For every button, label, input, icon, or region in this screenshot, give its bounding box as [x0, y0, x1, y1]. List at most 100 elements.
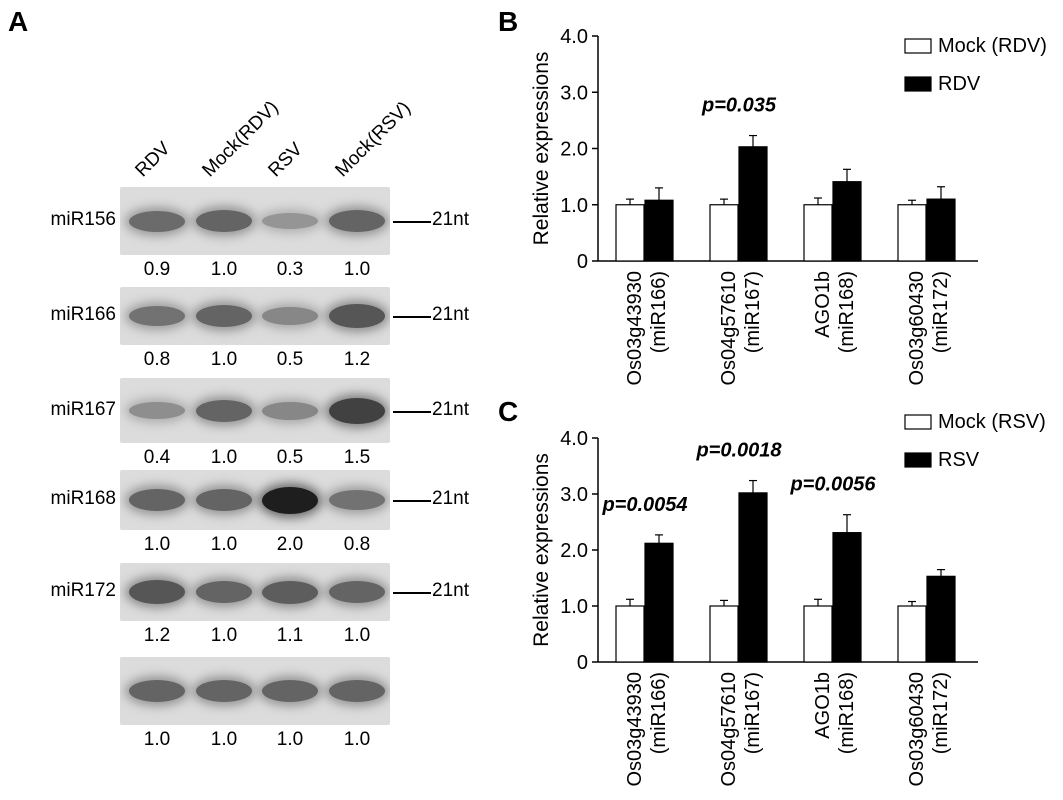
- blot-strip: [120, 378, 390, 443]
- y-tick-label: 1.0: [560, 596, 588, 618]
- size-marker-label: 21nt: [432, 488, 469, 509]
- y-tick-label: 4.0: [560, 26, 588, 48]
- legend-swatch: [904, 414, 932, 430]
- legend-label: RSV: [938, 449, 980, 471]
- y-axis-label: Relative expressions: [530, 52, 553, 246]
- blot-band: [196, 210, 252, 232]
- bar-virus: [738, 492, 768, 663]
- band-quantification: 1.0: [276, 729, 304, 750]
- bar-virus: [832, 532, 862, 663]
- category-label: (miR166): [648, 672, 670, 754]
- band-quantification: 1.5: [343, 447, 371, 468]
- category-label: (miR168): [836, 271, 858, 353]
- bar-virus: [644, 199, 674, 262]
- band-quantification: 1.0: [343, 729, 371, 750]
- category-label: (miR172): [930, 271, 952, 353]
- size-marker-label: 21nt: [432, 209, 469, 230]
- lane-label: Mock(RSV): [331, 97, 415, 182]
- size-marker-line: [393, 221, 431, 223]
- panel-b-label: B: [498, 6, 519, 37]
- category-label: AGO1b: [812, 672, 834, 739]
- band-quantification: 2.0: [276, 534, 304, 555]
- category-label: (miR172): [930, 672, 952, 754]
- band-quantification: 0.5: [276, 349, 304, 370]
- legend-label: Mock (RSV): [938, 411, 1046, 433]
- legend-swatch: [904, 38, 932, 54]
- bar-virus: [738, 146, 768, 262]
- y-tick-label: 4.0: [560, 428, 588, 450]
- category-label: Os04g57610: [718, 672, 740, 787]
- band-quantification: 1.2: [343, 349, 371, 370]
- size-marker-label: 21nt: [432, 398, 469, 420]
- p-value-annotation: p=0.0056: [789, 474, 876, 496]
- category-label: (miR167): [742, 672, 764, 754]
- band-quantification: 1.0: [210, 534, 238, 555]
- bar-mock: [709, 204, 739, 262]
- p-value-annotation: p=0.0054: [601, 494, 687, 516]
- mirna-label: miR167: [50, 398, 116, 420]
- mirna-label: miR156: [50, 209, 116, 230]
- y-tick-label: 0: [577, 652, 588, 674]
- size-marker-label: 21nt: [432, 580, 469, 601]
- category-label: (miR166): [648, 271, 670, 353]
- blot-band: [262, 213, 318, 229]
- bar-virus: [832, 181, 862, 262]
- y-tick-label: 0: [577, 251, 588, 273]
- band-quantification: 0.8: [343, 534, 371, 555]
- y-tick-label: 1.0: [560, 195, 588, 217]
- band-quantification: 0.4: [143, 447, 171, 468]
- blot-strip: [120, 470, 390, 530]
- size-marker-label: 21nt: [432, 304, 469, 325]
- size-marker-line: [393, 500, 431, 502]
- blot-band: [262, 581, 318, 604]
- bar-mock: [615, 204, 645, 262]
- blot-band: [329, 490, 385, 510]
- band-quantification: 1.0: [343, 625, 371, 646]
- bar-mock: [803, 204, 833, 262]
- blot-band: [129, 489, 185, 511]
- category-label: (miR168): [836, 672, 858, 754]
- band-quantification: 1.0: [210, 259, 238, 280]
- bar-chart-b: 0 1.0 2.0 3.0 4.0 Relative expressions Os03g43…: [530, 26, 1047, 386]
- band-quantification: 1.0: [210, 349, 238, 370]
- blot-band: [262, 487, 318, 514]
- mirna-label: miR166: [50, 304, 116, 325]
- band-quantification: 1.0: [210, 447, 238, 468]
- blot-band: [262, 680, 318, 702]
- blot-band: [129, 402, 185, 419]
- band-quantification: 1.0: [143, 534, 171, 555]
- bar-mock: [615, 605, 645, 663]
- bar-virus: [926, 198, 956, 262]
- size-marker-line: [393, 592, 431, 594]
- blot-band: [262, 307, 318, 325]
- band-quantification: 0.5: [276, 447, 304, 468]
- y-tick-label: 3.0: [560, 484, 588, 506]
- blot-band: [329, 581, 385, 603]
- category-label: Os03g43930: [624, 672, 646, 787]
- blot-strip: [120, 657, 390, 725]
- bar-mock: [709, 605, 739, 663]
- band-quantification: 1.0: [210, 625, 238, 646]
- size-marker-line: [393, 316, 431, 318]
- category-label: Os03g60430: [906, 271, 928, 386]
- blot-band: [262, 402, 318, 420]
- blot-band: [196, 400, 252, 422]
- p-value-annotation: p=0.035: [701, 95, 777, 117]
- y-tick-label: 2.0: [560, 540, 588, 562]
- bar-mock: [803, 605, 833, 663]
- blot-band: [196, 489, 252, 511]
- band-quantification: 1.0: [143, 729, 171, 750]
- panel-a-label: A: [8, 6, 29, 37]
- size-marker-line: [393, 410, 431, 413]
- mirna-label: miR172: [50, 580, 116, 601]
- bar-mock: [897, 204, 927, 262]
- blot-band: [129, 680, 185, 702]
- lane-label: RSV: [264, 138, 307, 182]
- blot-band: [329, 680, 385, 702]
- blot-band: [329, 398, 385, 424]
- bar-virus: [926, 575, 956, 663]
- bar-mock: [897, 605, 927, 663]
- category-label: (miR167): [742, 271, 764, 353]
- blot-strip: [120, 187, 390, 255]
